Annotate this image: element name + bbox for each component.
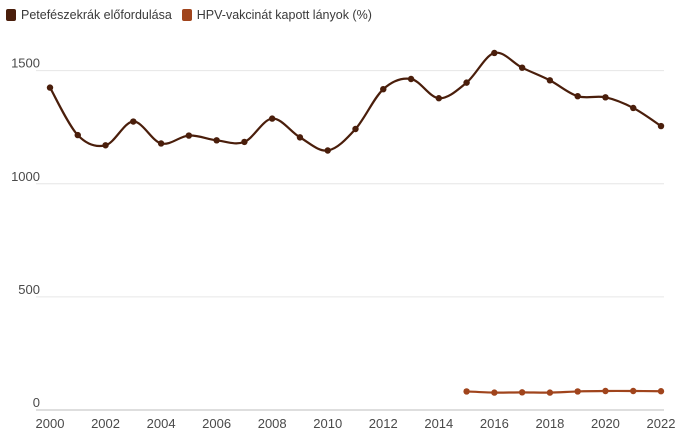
- legend-item-hpv-vaccinated[interactable]: HPV-vakcinát kapott lányok (%): [181, 8, 372, 22]
- data-point: [185, 132, 193, 139]
- y-tick-label: 1500: [11, 56, 40, 71]
- y-tick-label: 500: [18, 282, 40, 297]
- x-tick-label: 2016: [480, 416, 509, 431]
- x-tick-label: 2004: [147, 416, 176, 431]
- x-tick-label: 2006: [202, 416, 231, 431]
- y-axis-ticks: 0 500 1000 1500: [11, 56, 40, 410]
- data-point: [324, 147, 331, 154]
- data-point: [657, 388, 665, 395]
- data-point: [380, 85, 387, 93]
- data-point: [657, 122, 665, 130]
- data-point: [352, 125, 359, 133]
- x-tick-label: 2022: [647, 416, 676, 431]
- data-point: [574, 388, 581, 395]
- legend-label-ovarian-cancer: Petefészekrák előfordulása: [21, 8, 172, 22]
- data-point: [546, 389, 554, 396]
- data-point: [518, 64, 526, 71]
- x-tick-label: 2002: [91, 416, 120, 431]
- data-point: [130, 118, 137, 125]
- legend-swatch-hpv-vaccinated: [181, 9, 192, 21]
- data-point: [74, 131, 81, 139]
- data-point: [518, 389, 526, 396]
- data-point: [630, 387, 637, 395]
- data-point: [602, 387, 609, 395]
- data-point: [491, 49, 498, 57]
- x-tick-label: 2012: [369, 416, 398, 431]
- data-point: [213, 137, 220, 144]
- series-1: [463, 387, 665, 396]
- chart-legend: Petefészekrák előfordulása HPV-vakcinát …: [6, 8, 382, 22]
- x-tick-label: 2018: [535, 416, 564, 431]
- data-point: [435, 95, 443, 102]
- legend-label-hpv-vaccinated: HPV-vakcinát kapott lányok (%): [196, 8, 372, 22]
- data-point: [602, 94, 609, 101]
- data-point: [491, 389, 498, 396]
- data-point: [102, 142, 109, 149]
- data-point: [268, 115, 276, 122]
- data-point: [463, 79, 470, 86]
- series-layer: [46, 49, 665, 396]
- x-tick-label: 2008: [258, 416, 287, 431]
- x-axis-ticks: 2000 2002 2004 2006 2008 2010 2012 2014 2016 2018…: [36, 416, 676, 431]
- x-tick-label: 2010: [313, 416, 342, 431]
- gridlines: [36, 70, 664, 411]
- series-0: [46, 49, 665, 154]
- series-line-0: [48, 51, 663, 152]
- x-tick-label: 2014: [424, 416, 453, 431]
- data-point: [630, 104, 637, 112]
- data-point: [157, 140, 165, 147]
- data-point: [463, 388, 470, 395]
- data-point: [546, 77, 554, 84]
- y-tick-label: 0: [33, 395, 40, 410]
- data-point: [407, 75, 415, 83]
- legend-item-ovarian-cancer[interactable]: Petefészekrák előfordulása: [6, 8, 172, 22]
- data-point: [46, 84, 54, 91]
- legend-swatch-ovarian-cancer: [6, 9, 16, 21]
- data-point: [241, 138, 248, 146]
- x-tick-label: 2000: [36, 416, 65, 431]
- data-point: [574, 92, 581, 100]
- y-tick-label: 1000: [11, 169, 40, 184]
- data-point: [296, 134, 304, 141]
- x-tick-label: 2020: [591, 416, 620, 431]
